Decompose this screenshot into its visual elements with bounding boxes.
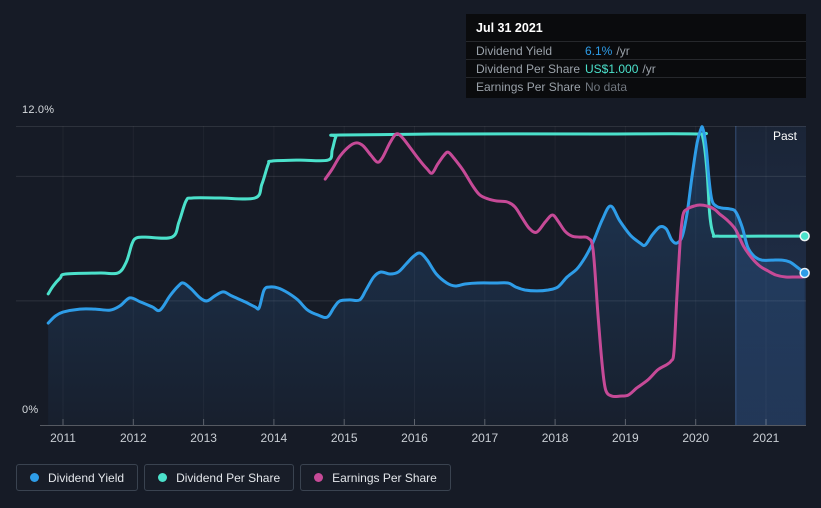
legend-dot-icon — [314, 473, 324, 482]
legend-item-dividend-yield[interactable]: Dividend Yield — [16, 464, 139, 491]
legend-dot-icon — [158, 473, 168, 482]
tooltip-row-value: US$1.000 — [585, 61, 639, 76]
tooltip-row-label: Dividend Yield — [476, 43, 553, 58]
x-axis-label: 2013 — [190, 431, 217, 445]
past-region-label: Past — [772, 129, 797, 143]
series-line-dividend-per-share — [46, 131, 807, 296]
chart-legend: Dividend Yield Dividend Per Share Earnings… — [16, 464, 451, 491]
x-axis-label: 2016 — [401, 431, 428, 445]
dividend-yield-area — [48, 126, 805, 425]
end-dot-dividend-per-share — [799, 230, 810, 242]
legend-item-label: Earnings Per Share — [332, 470, 437, 485]
legend-dot-icon — [30, 473, 39, 482]
tooltip-row-label: Earnings Per Share — [476, 79, 581, 94]
series-line-dividend-yield — [46, 125, 807, 325]
x-axis-label: 2018 — [541, 431, 569, 445]
legend-item-earnings-per-share[interactable]: Earnings Per Share — [300, 464, 451, 491]
tooltip-rows: Dividend Yield 6.1%/yr Dividend Per Share U… — [466, 41, 806, 95]
tooltip-row-value: 6.1% — [585, 43, 613, 58]
tooltip-row-unit: /yr — [616, 43, 630, 58]
end-dot-dividend-yield — [799, 267, 810, 279]
legend-item-dividend-per-share[interactable]: Dividend Per Share — [144, 464, 295, 491]
tooltip-row: Dividend Per Share US$1.000/yr — [466, 59, 806, 77]
x-axis: 2011 2012 2013 2014 2015 2016 2017 2018 2019 2020… — [0, 431, 821, 447]
x-axis-label: 2015 — [330, 431, 358, 445]
x-axis-label: 2021 — [752, 431, 780, 445]
tooltip-row: Earnings Per Share No data — [466, 77, 806, 95]
tooltip-date: Jul 31 2021 — [476, 21, 543, 35]
series-line-earnings-per-share — [323, 132, 805, 399]
x-axis-label: 2014 — [260, 431, 288, 445]
x-axis-label: 2017 — [471, 431, 499, 445]
x-axis-label: 2012 — [119, 431, 147, 445]
y-axis-min-label: 0% — [22, 404, 39, 416]
chart-tooltip: Jul 31 2021 Dividend Yield 6.1%/yr Dividen… — [466, 14, 806, 98]
x-axis-label: 2020 — [682, 431, 710, 445]
y-axis-max-label: 12.0% — [22, 104, 55, 116]
legend-item-label: Dividend Yield — [48, 470, 125, 485]
tooltip-row-unit: /yr — [642, 61, 656, 76]
legend-item-label: Dividend Per Share — [176, 470, 281, 485]
x-axis-label: 2019 — [612, 431, 639, 445]
x-axis-label: 2011 — [50, 431, 76, 445]
tooltip-row: Dividend Yield 6.1%/yr — [466, 41, 806, 59]
tooltip-row-label: Dividend Per Share — [476, 61, 581, 76]
tooltip-row-value: No data — [585, 79, 628, 94]
